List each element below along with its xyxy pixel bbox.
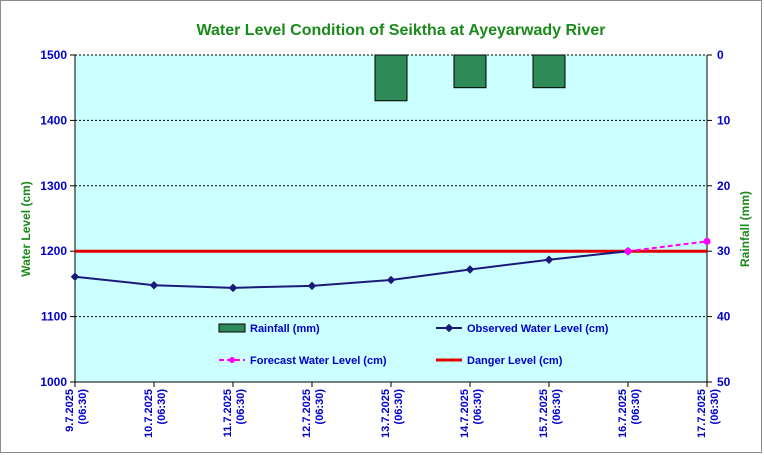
y-axis-left-title: Water Level (cm) (19, 181, 33, 277)
forecast-point (624, 247, 632, 255)
legend-observed-marker (444, 323, 454, 333)
observed-point (544, 255, 554, 264)
x-tick-label: 17.7.2025 (696, 389, 708, 438)
y-left-tick-label: 1200 (40, 244, 67, 258)
x-tick-label: 11.7.2025 (222, 389, 234, 437)
y-left-tick-label: 1400 (40, 113, 67, 127)
observed-water-level-line (74, 250, 629, 289)
y-right-tick-label: 50 (717, 375, 731, 389)
x-tick-time: (06:30) (472, 389, 484, 425)
observed-point (465, 265, 475, 274)
legend-label: Danger Level (cm) (467, 355, 563, 367)
plot-area: 1000 1100 1200 1300 1400 1500 0 10 20 30 40 50 9.7.2… (40, 48, 730, 438)
legend-label: Rainfall (mm) (250, 323, 320, 335)
x-tick-label: 10.7.2025 (143, 389, 155, 438)
legend-forecast-marker (229, 357, 235, 363)
observed-point (307, 281, 317, 291)
plot-background (75, 55, 707, 382)
x-tick-time: (06:30) (393, 389, 405, 425)
rainfall-bar (532, 54, 566, 89)
y-right-tick-label: 20 (717, 179, 731, 193)
y-left-tick-label: 1100 (41, 310, 67, 324)
y-right-tick-label: 10 (717, 113, 731, 127)
legend-label: Observed Water Level (cm) (467, 323, 609, 335)
rainfall-bar (453, 54, 487, 89)
y-right-tick-label: 30 (717, 244, 731, 258)
y-left-tick-label: 1500 (40, 48, 67, 62)
observed-point (149, 280, 159, 290)
x-tick-time: (06:30) (630, 389, 642, 425)
x-tick-label: 14.7.2025 (459, 389, 471, 438)
x-tick-label: 13.7.2025 (380, 389, 392, 438)
forecast-water-level-line (627, 240, 708, 253)
legend-label: Forecast Water Level (cm) (250, 355, 387, 367)
y-left-tick-label: 1000 (40, 375, 67, 389)
y-right-tick-label: 0 (717, 48, 724, 62)
y-left-tick-label: 1300 (40, 179, 67, 193)
x-tick-time: (06:30) (551, 389, 563, 425)
x-tick-time: (06:30) (709, 389, 721, 425)
y-axis-right-title: Rainfall (mm) (738, 191, 752, 267)
x-tick-label: 12.7.2025 (301, 389, 313, 438)
x-tick-time: (06:30) (314, 389, 326, 425)
y-right-tick-label: 40 (717, 310, 731, 324)
legend-rainfall-swatch (218, 323, 246, 333)
x-tick-label: 16.7.2025 (617, 389, 629, 438)
x-tick-label: 15.7.2025 (538, 389, 550, 438)
rainfall-bar (374, 54, 408, 102)
observed-point (70, 272, 80, 281)
observed-point (228, 283, 238, 293)
observed-point (386, 275, 396, 285)
x-tick-time: (06:30) (235, 389, 247, 425)
forecast-point (703, 237, 711, 245)
x-tick-time: (06:30) (156, 389, 168, 425)
x-tick-label: 9.7.2025 (64, 389, 76, 432)
chart-title: Water Level Condition of Seiktha at Ayey… (197, 22, 606, 39)
x-tick-time: (06:30) (77, 389, 89, 425)
